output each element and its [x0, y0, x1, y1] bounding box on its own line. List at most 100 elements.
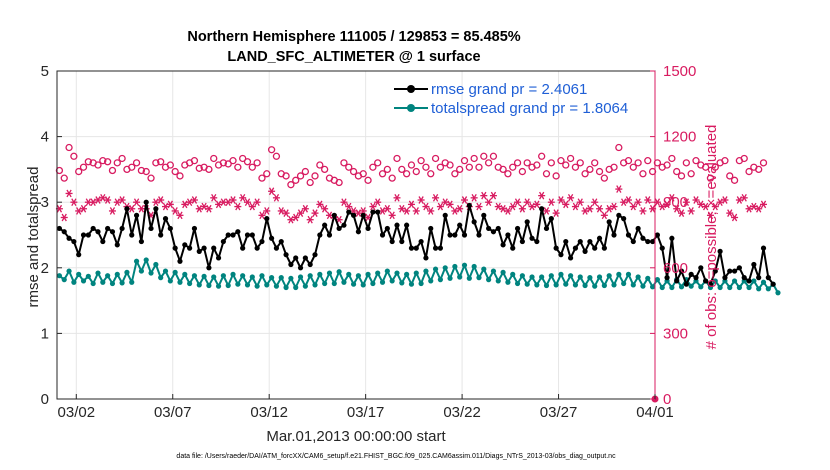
obs-evaluated-marker: [340, 198, 348, 207]
totalspread-point: [442, 265, 448, 271]
obs-evaluated-stroke: [100, 193, 106, 202]
obs-evaluated-stroke: [394, 193, 400, 202]
obs-evaluated-marker: [258, 211, 266, 220]
totalspread-point: [293, 284, 299, 291]
rmse-point: [703, 278, 709, 284]
obs-evaluated-marker: [166, 200, 174, 209]
rmse-point: [206, 265, 212, 271]
rmse-point: [683, 281, 689, 287]
obs-evaluated-marker: [552, 209, 560, 217]
rmse-point: [167, 225, 173, 232]
obs-possible-marker: [292, 176, 300, 184]
rmse-point: [269, 235, 275, 241]
obs-evaluated-marker: [692, 196, 700, 204]
obs-evaluated-marker: [268, 187, 276, 196]
rmse-point: [577, 238, 583, 245]
obs-possible-marker: [311, 172, 319, 180]
totalspread-point: [191, 273, 198, 279]
rmse-point: [490, 229, 497, 235]
rmse-point: [283, 252, 289, 258]
totalspread-point: [187, 280, 193, 287]
obs-evaluated-stroke: [731, 213, 738, 222]
obs-possible-marker: [677, 172, 686, 180]
rmse-point: [240, 245, 246, 251]
totalspread-point: [336, 269, 342, 275]
obs-possible-marker: [84, 158, 92, 166]
obs-possible-marker: [234, 163, 242, 171]
rmse-point: [95, 229, 101, 235]
rmse-point: [707, 281, 714, 287]
rmse-point: [259, 238, 265, 245]
obs-evaluated-stroke: [418, 196, 424, 204]
rmse-point: [736, 265, 742, 271]
obs-possible-marker: [166, 161, 174, 169]
totalspread-point: [505, 279, 511, 285]
rmse-point: [601, 245, 607, 251]
rmse-point: [616, 212, 622, 218]
rmse-point: [756, 275, 762, 281]
totalspread-point: [688, 283, 694, 289]
obs-possible-marker: [253, 159, 261, 167]
obs-possible-marker: [610, 163, 618, 171]
obs-possible-marker: [301, 167, 310, 176]
rmse-point: [138, 238, 144, 245]
obs-possible-marker: [687, 170, 695, 178]
obs-evaluated-marker: [70, 198, 78, 207]
rmse-point: [379, 232, 386, 238]
totalspread-point: [736, 284, 742, 291]
rmse-point: [297, 265, 304, 271]
obs-possible-marker: [321, 165, 329, 174]
y-tick-label-left: 4: [41, 129, 49, 146]
obs-possible-marker: [644, 157, 652, 165]
rmse-point: [331, 212, 337, 218]
obs-evaluated-stroke: [490, 191, 497, 200]
rmse-point: [211, 245, 217, 251]
totalspread-point: [105, 273, 111, 279]
rmse-point: [346, 209, 352, 215]
rmse-point: [307, 261, 313, 268]
obs-possible-marker: [364, 176, 372, 184]
totalspread-point: [100, 279, 106, 285]
obs-possible-marker: [489, 152, 498, 160]
obs-evaluated-stroke: [302, 204, 309, 213]
rmse-point: [162, 216, 169, 222]
totalspread-point: [273, 283, 280, 289]
obs-evaluated-stroke: [625, 196, 632, 204]
obs-possible-marker: [407, 161, 416, 169]
rmse-point: [592, 245, 598, 251]
obs-possible-marker: [668, 154, 676, 163]
obs-evaluated-stroke: [645, 196, 651, 204]
totalspread-point: [114, 271, 120, 277]
obs-evaluated-stroke: [408, 200, 415, 209]
totalspread-point: [143, 257, 149, 263]
obs-evaluated-marker: [706, 211, 714, 220]
obs-evaluated-stroke: [572, 202, 579, 211]
obs-possible-marker: [349, 167, 358, 176]
totalspread-point: [158, 275, 164, 281]
obs-possible-marker: [513, 159, 522, 167]
totalspread-point: [621, 280, 627, 287]
legend-entry-spread: totalspread grand pr = 1.8064: [394, 100, 628, 117]
obs-possible-marker: [557, 157, 565, 165]
obs-evaluated-marker: [306, 215, 314, 224]
obs-possible-marker: [475, 163, 483, 171]
obs-evaluated-marker: [190, 196, 198, 204]
obs-possible-marker: [422, 163, 430, 171]
rmse-point: [495, 225, 501, 232]
rmse-point: [539, 206, 545, 212]
totalspread-point: [640, 283, 646, 289]
obs-evaluated-stroke: [592, 198, 598, 207]
rmse-point: [510, 245, 516, 251]
obs-evaluated-stroke: [399, 204, 405, 213]
obs-possible-marker: [427, 170, 435, 178]
obs-evaluated-stroke: [206, 204, 212, 213]
data-file-footer: data file: /Users/raeder/DAI/ATM_forcXX/…: [176, 453, 616, 460]
obs-evaluated-marker: [644, 196, 652, 204]
obs-evaluated-stroke: [321, 204, 328, 213]
totalspread-point: [133, 258, 140, 264]
obs-evaluated-stroke: [167, 200, 173, 209]
rmse-point: [244, 232, 251, 238]
x-tick-label: 03/22: [443, 404, 481, 421]
rmse-point: [568, 255, 574, 261]
plot-series: [55, 143, 781, 403]
